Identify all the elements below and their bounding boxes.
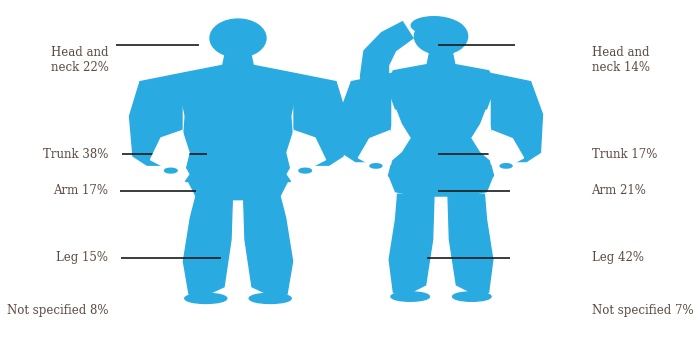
Polygon shape [386, 65, 496, 109]
Ellipse shape [164, 168, 177, 173]
Ellipse shape [452, 292, 491, 301]
Ellipse shape [249, 293, 291, 303]
Polygon shape [182, 113, 294, 182]
Polygon shape [427, 52, 455, 65]
Ellipse shape [414, 18, 468, 54]
Ellipse shape [412, 17, 456, 34]
Ellipse shape [365, 163, 382, 169]
Ellipse shape [500, 164, 512, 168]
Polygon shape [130, 73, 186, 165]
Polygon shape [290, 73, 346, 165]
Polygon shape [183, 196, 232, 296]
Polygon shape [287, 131, 326, 169]
Polygon shape [340, 73, 396, 162]
Text: Arm 17%: Arm 17% [53, 184, 108, 197]
Polygon shape [188, 180, 288, 200]
Text: Not specified 7%: Not specified 7% [592, 304, 693, 317]
Text: Leg 42%: Leg 42% [592, 251, 643, 264]
Text: Leg 15%: Leg 15% [57, 251, 108, 264]
Ellipse shape [160, 167, 176, 174]
Polygon shape [448, 194, 493, 294]
Polygon shape [178, 65, 298, 116]
Ellipse shape [185, 293, 227, 303]
Polygon shape [244, 196, 293, 296]
Ellipse shape [300, 167, 317, 174]
Polygon shape [223, 53, 253, 66]
Polygon shape [358, 131, 393, 166]
Text: Arm 21%: Arm 21% [592, 184, 646, 197]
Ellipse shape [391, 292, 429, 301]
Text: Head and
neck 14%: Head and neck 14% [592, 46, 650, 74]
Ellipse shape [500, 163, 517, 169]
Text: Trunk 38%: Trunk 38% [43, 148, 108, 161]
Polygon shape [389, 174, 494, 196]
Polygon shape [486, 73, 542, 162]
Polygon shape [360, 22, 413, 109]
Polygon shape [150, 131, 189, 169]
Polygon shape [489, 131, 524, 166]
Polygon shape [389, 194, 434, 294]
Ellipse shape [370, 164, 382, 168]
Text: Not specified 8%: Not specified 8% [7, 304, 108, 317]
Polygon shape [389, 105, 494, 176]
Ellipse shape [210, 19, 266, 57]
Text: Head and
neck 22%: Head and neck 22% [50, 46, 108, 74]
Text: Trunk 17%: Trunk 17% [592, 148, 657, 161]
Ellipse shape [299, 168, 312, 173]
